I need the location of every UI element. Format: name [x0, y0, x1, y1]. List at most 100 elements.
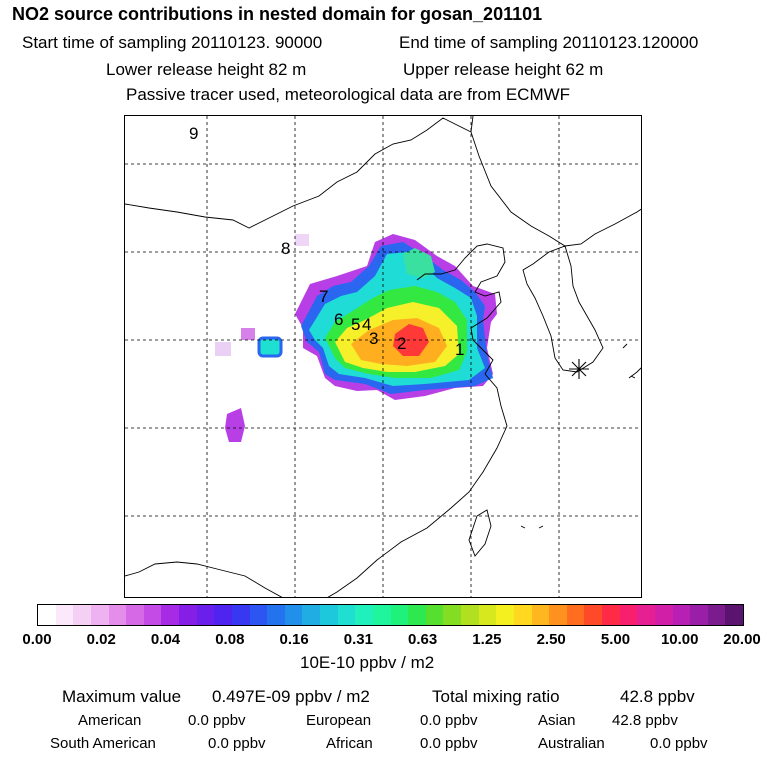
- trajectory-marker-6: 6: [334, 310, 343, 329]
- plot-title: NO2 source contributions in nested domai…: [12, 4, 543, 24]
- region-african-value: 0.0 ppbv: [420, 735, 478, 752]
- coastline-korea-peninsula: [522, 245, 604, 373]
- colorbar-segment: [73, 605, 91, 625]
- colorbar-tick-label: 5.00: [600, 631, 631, 648]
- plume-southwest-purple: [225, 408, 245, 442]
- trajectory-marker-2: 2: [397, 334, 406, 353]
- colorbar-segment: [214, 605, 232, 625]
- colorbar-segment: [707, 605, 726, 625]
- grid-lines: [125, 116, 641, 597]
- colorbar-units: 10E-10 ppbv / m2: [300, 653, 435, 672]
- colorbar-segment: [108, 605, 127, 625]
- colorbar-segment: [478, 605, 497, 625]
- colorbar-tick-label: 2.50: [536, 631, 566, 648]
- colorbar-segment: [126, 605, 144, 625]
- colorbar-segment: [337, 605, 356, 625]
- colorbar-tick-label: 0.04: [150, 631, 181, 648]
- colorbar-segment: [443, 605, 461, 625]
- colorbar-segment: [461, 605, 479, 625]
- colorbar-segment: [249, 605, 268, 625]
- colorbar-segment: [231, 605, 250, 625]
- region-african-name: African: [326, 735, 373, 752]
- colorbar-tick-label: 0.63: [408, 631, 438, 648]
- colorbar-segment: [584, 605, 602, 625]
- max-value: 0.497E-09 ppbv / m2: [212, 687, 370, 706]
- colorbar-segment: [513, 605, 532, 625]
- colorbar-tick-label: 20.00: [723, 631, 761, 648]
- region-american-value: 0.0 ppbv: [188, 712, 246, 729]
- coastline-north-border: [125, 116, 474, 229]
- colorbar-segment: [496, 605, 514, 625]
- colorbar-segment: [179, 605, 197, 625]
- trajectory-marker-3: 3: [369, 329, 378, 348]
- trajectory-marker-5: 5: [351, 315, 360, 334]
- region-south-american-name: South American: [50, 735, 156, 752]
- colorbar-segment: [566, 605, 585, 625]
- colorbar-segment: [690, 605, 708, 625]
- coastline-korea-border: [470, 131, 641, 247]
- colorbar: [37, 604, 744, 626]
- end-time-label: End time of sampling 20110123.120000: [399, 33, 699, 52]
- plume-west-cyan: [257, 336, 283, 358]
- colorbar-segment: [161, 605, 179, 625]
- colorbar-tick-label: 0.08: [215, 631, 245, 648]
- coastline-southwest-border: [125, 561, 283, 597]
- colorbar-segment: [637, 605, 655, 625]
- tracer-note: Passive tracer used, meteorological data…: [126, 85, 571, 104]
- upper-release-height: Upper release height 62 m: [403, 60, 604, 79]
- plume-red: [393, 324, 429, 356]
- colorbar-segment: [654, 605, 673, 625]
- colorbar-segment: [355, 605, 373, 625]
- colorbar-segment: [619, 605, 638, 625]
- region-american-name: American: [78, 712, 142, 729]
- colorbar-segment: [549, 605, 567, 625]
- colorbar-segment: [55, 605, 74, 625]
- region-asian-value: 42.8 ppbv: [612, 712, 678, 729]
- total-mixing-ratio-value: 42.8 ppbv: [620, 687, 695, 706]
- colorbar-tick-label: 0.16: [279, 631, 309, 648]
- colorbar-segment: [302, 605, 320, 625]
- lower-release-height: Lower release height 82 m: [106, 60, 307, 79]
- colorbar-segment: [725, 605, 743, 625]
- colorbar-segment: [284, 605, 303, 625]
- trajectory-markers: 1 2 3 4 5 6 7 8 9: [189, 124, 464, 359]
- colorbar-tick-label: 0.00: [22, 631, 52, 648]
- colorbar-segment: [143, 605, 162, 625]
- region-asian-name: Asian: [538, 712, 576, 729]
- colorbar-segment: [90, 605, 109, 625]
- colorbar-segment: [267, 605, 285, 625]
- colorbar-tick-label: 0.31: [343, 631, 373, 648]
- max-value-label: Maximum value: [62, 687, 182, 706]
- concentration-plume: [215, 234, 497, 442]
- asterisk-receptor-icon: [569, 359, 589, 379]
- coastline-taiwan: [468, 509, 492, 557]
- trajectory-marker-4: 4: [362, 315, 371, 334]
- colorbar-tick-label: 10.00: [660, 631, 699, 648]
- plume-north-green: [403, 248, 435, 278]
- colorbar-segment: [38, 605, 56, 625]
- trajectory-marker-9: 9: [189, 124, 198, 143]
- map-canvas: 1 2 3 4 5 6 7 8 9: [125, 116, 641, 597]
- colorbar-segment: [390, 605, 409, 625]
- colorbar-segment: [531, 605, 550, 625]
- colorbar-tick-label: 1.25: [472, 631, 502, 648]
- plume-light-patch: [295, 234, 309, 246]
- colorbar-segment: [320, 605, 338, 625]
- plume-west-light: [215, 342, 231, 356]
- region-european-name: European: [306, 712, 372, 729]
- trajectory-marker-7: 7: [319, 287, 328, 306]
- map-panel[interactable]: 1 2 3 4 5 6 7 8 9: [124, 115, 642, 598]
- colorbar-segment: [602, 605, 620, 625]
- region-south-american-value: 0.0 ppbv: [208, 735, 266, 752]
- plume-west-purple: [241, 328, 255, 340]
- trajectory-marker-8: 8: [281, 239, 290, 258]
- region-australian-name: Australian: [538, 735, 605, 752]
- coastline-small-islands: [520, 343, 636, 529]
- region-australian-value: 0.0 ppbv: [650, 735, 708, 752]
- coastline-bohai: [327, 243, 508, 597]
- colorbar-segment: [408, 605, 426, 625]
- colorbar-segment: [425, 605, 444, 625]
- total-mixing-ratio-label: Total mixing ratio: [432, 687, 560, 706]
- region-european-value: 0.0 ppbv: [420, 712, 478, 729]
- trajectory-marker-1: 1: [455, 340, 464, 359]
